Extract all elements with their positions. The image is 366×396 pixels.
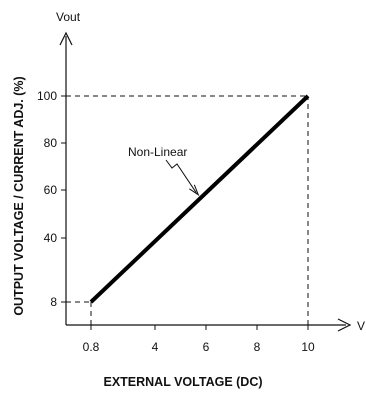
y-axis-title: OUTPUT VOLTAGE / CURRENT ADJ. (%) bbox=[12, 76, 26, 315]
y-tick-label: 100 bbox=[37, 89, 57, 103]
annotation-arrowhead bbox=[189, 184, 200, 197]
x-tick-label: 4 bbox=[152, 340, 159, 354]
x-tick-label: 0.8 bbox=[83, 340, 100, 354]
x-axis-arrow bbox=[337, 318, 352, 332]
x-axis-title: EXTERNAL VOLTAGE (DC) bbox=[103, 375, 262, 389]
y-axis-arrow bbox=[59, 31, 73, 46]
annotation-non-linear: Non-Linear bbox=[128, 145, 187, 159]
x-axis-end-label: V bbox=[357, 319, 365, 333]
x-tick-label: 10 bbox=[301, 340, 315, 354]
y-tick-label: 40 bbox=[44, 231, 58, 245]
series-group bbox=[89, 94, 310, 304]
y-tick-label: 80 bbox=[44, 136, 58, 150]
series-line-1 bbox=[89, 94, 310, 304]
x-tick-label: 6 bbox=[203, 340, 210, 354]
y-ticks: 8 40 60 80 100 bbox=[37, 89, 66, 309]
y-tick-label: 8 bbox=[50, 295, 57, 309]
reference-lines bbox=[66, 95, 309, 325]
y-tick-label: 60 bbox=[44, 183, 58, 197]
annotation-pointer bbox=[165, 159, 197, 194]
x-ticks: 0.8 4 6 8 10 bbox=[83, 325, 315, 354]
y-axis-end-label: Vout bbox=[56, 10, 81, 24]
x-tick-label: 8 bbox=[254, 340, 261, 354]
